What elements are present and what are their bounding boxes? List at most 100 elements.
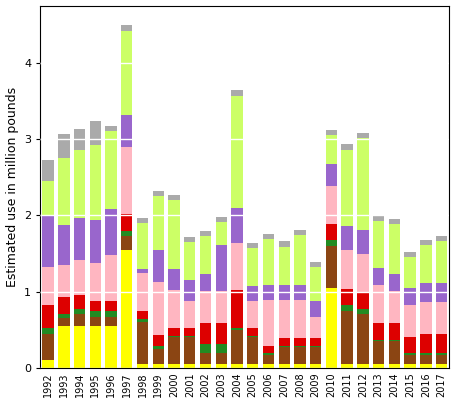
- Bar: [90, 121, 101, 145]
- Bar: [90, 312, 101, 317]
- Bar: [216, 245, 227, 291]
- Bar: [373, 364, 384, 368]
- Bar: [42, 267, 54, 305]
- Bar: [310, 347, 321, 364]
- Bar: [106, 126, 117, 131]
- Bar: [42, 160, 54, 181]
- Bar: [137, 269, 148, 273]
- Bar: [326, 241, 337, 246]
- Bar: [58, 326, 70, 368]
- Bar: [42, 334, 54, 360]
- Bar: [216, 291, 227, 323]
- Bar: [420, 364, 431, 368]
- Bar: [216, 344, 227, 353]
- Bar: [231, 243, 243, 290]
- Bar: [231, 330, 243, 364]
- Bar: [106, 312, 117, 317]
- Bar: [184, 301, 196, 328]
- Bar: [389, 340, 400, 341]
- Bar: [90, 326, 101, 368]
- Bar: [247, 364, 258, 368]
- Bar: [278, 346, 290, 347]
- Bar: [263, 285, 274, 300]
- Bar: [168, 195, 180, 200]
- Bar: [247, 243, 258, 248]
- Bar: [58, 134, 70, 158]
- Bar: [278, 247, 290, 285]
- Bar: [357, 309, 369, 314]
- Bar: [342, 289, 353, 305]
- Bar: [389, 291, 400, 323]
- Bar: [231, 328, 243, 330]
- Bar: [184, 328, 196, 336]
- Bar: [357, 254, 369, 292]
- Bar: [278, 241, 290, 247]
- Bar: [373, 323, 384, 340]
- Bar: [90, 220, 101, 263]
- Bar: [436, 353, 447, 355]
- Bar: [278, 338, 290, 346]
- Bar: [342, 305, 353, 311]
- Bar: [420, 283, 431, 302]
- Bar: [373, 215, 384, 220]
- Bar: [74, 314, 85, 326]
- Bar: [263, 355, 274, 364]
- Y-axis label: Estimated use in million pounds: Estimated use in million pounds: [5, 87, 19, 287]
- Bar: [42, 215, 54, 267]
- Bar: [106, 209, 117, 255]
- Bar: [90, 263, 101, 301]
- Bar: [294, 235, 306, 285]
- Bar: [184, 337, 196, 364]
- Bar: [137, 364, 148, 368]
- Bar: [404, 257, 416, 288]
- Bar: [137, 319, 148, 322]
- Bar: [121, 214, 132, 231]
- Bar: [152, 249, 164, 282]
- Bar: [404, 337, 416, 353]
- Bar: [231, 96, 243, 208]
- Bar: [168, 200, 180, 269]
- Bar: [389, 274, 400, 291]
- Bar: [152, 191, 164, 196]
- Bar: [216, 364, 227, 368]
- Bar: [420, 334, 431, 353]
- Bar: [342, 250, 353, 289]
- Bar: [231, 208, 243, 243]
- Bar: [137, 223, 148, 269]
- Bar: [200, 236, 211, 274]
- Bar: [74, 129, 85, 150]
- Bar: [200, 353, 211, 364]
- Bar: [357, 138, 369, 230]
- Bar: [184, 237, 196, 242]
- Bar: [357, 230, 369, 254]
- Bar: [74, 150, 85, 218]
- Bar: [74, 260, 85, 295]
- Bar: [121, 231, 132, 236]
- Bar: [152, 335, 164, 346]
- Bar: [263, 353, 274, 355]
- Bar: [263, 234, 274, 239]
- Bar: [247, 301, 258, 328]
- Bar: [42, 328, 54, 334]
- Bar: [373, 285, 384, 323]
- Bar: [58, 158, 70, 225]
- Bar: [389, 219, 400, 224]
- Bar: [106, 326, 117, 368]
- Bar: [326, 130, 337, 135]
- Bar: [137, 312, 148, 319]
- Bar: [373, 220, 384, 268]
- Bar: [373, 341, 384, 364]
- Bar: [106, 317, 117, 326]
- Bar: [420, 355, 431, 364]
- Bar: [404, 355, 416, 364]
- Bar: [106, 131, 117, 209]
- Bar: [310, 301, 321, 317]
- Bar: [310, 338, 321, 346]
- Bar: [389, 323, 400, 340]
- Bar: [436, 364, 447, 368]
- Bar: [106, 255, 117, 301]
- Bar: [420, 353, 431, 355]
- Bar: [389, 364, 400, 368]
- Bar: [436, 241, 447, 283]
- Bar: [168, 337, 180, 364]
